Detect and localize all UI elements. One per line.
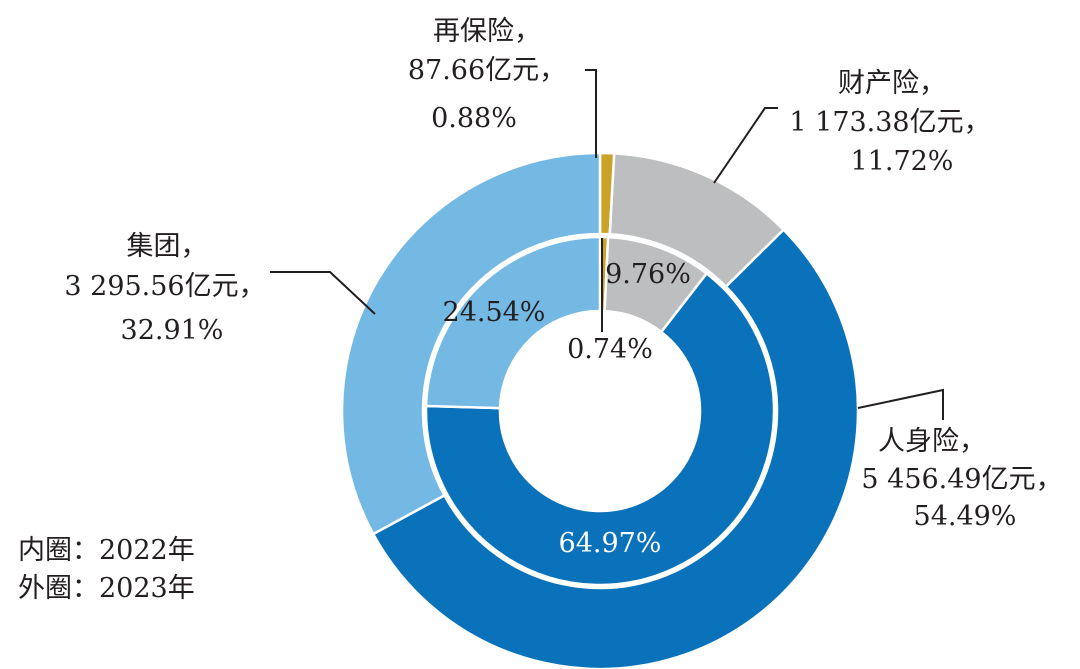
label-zaibao-name: 再保险， (433, 16, 541, 47)
label-caichan-pct: 11.72% (851, 146, 954, 177)
label-renshen-amount: 5 456.49亿元， (861, 464, 1062, 495)
leader-lines (270, 69, 944, 420)
inner-ring-2022 (424, 235, 776, 587)
label-jituan-name: 集团， (127, 231, 208, 262)
label-caichan-amount: 1 173.38亿元， (789, 107, 990, 138)
legend-note-inner: 内圈：2022年 (18, 535, 195, 566)
leader-line-2 (270, 271, 376, 315)
label-renshen-pct: 54.49% (914, 501, 1017, 532)
leader-line-1 (713, 107, 778, 184)
leader-line-0 (857, 388, 944, 420)
legend-note-outer: 外圈：2023年 (18, 573, 195, 604)
leader-line-3 (585, 69, 597, 158)
inner-label-zaibao: 0.74% (567, 334, 653, 365)
label-jituan-pct: 32.91% (121, 315, 224, 346)
inner-slice-0 (424, 271, 776, 587)
inner-label-caichan: 9.76% (605, 259, 691, 290)
label-zaibao-amount: 87.66亿元， (408, 55, 566, 86)
outer-ring-2023 (340, 151, 860, 669)
outer-slice-2 (340, 151, 602, 536)
outer-slice-0 (371, 227, 860, 669)
inner-label-jituan: 24.54% (443, 297, 546, 328)
label-renshen-name: 人身险， (878, 426, 986, 457)
label-caichan-name: 财产险， (838, 68, 946, 99)
inner-slice-2 (424, 235, 602, 410)
label-zaibao-pct: 0.88% (431, 103, 517, 134)
label-jituan-amount: 3 295.56亿元， (64, 271, 265, 302)
inner-label-renshen: 64.97% (559, 528, 662, 559)
